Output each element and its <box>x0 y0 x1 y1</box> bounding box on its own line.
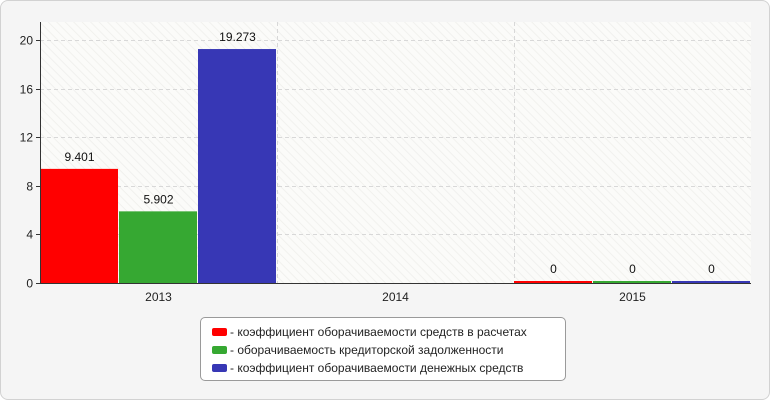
legend-swatch-red <box>212 328 227 336</box>
legend-item: - коэффициент оборачиваемости средств в … <box>212 323 565 341</box>
y-tick-label: 16 <box>20 83 34 97</box>
bar <box>198 49 276 283</box>
x-tick-label: 2013 <box>145 290 172 304</box>
data-label: 9.401 <box>64 150 94 164</box>
legend-label: - коэффициент оборачиваемости денежных с… <box>230 361 524 375</box>
y-tick-label: 12 <box>20 131 34 145</box>
x-tick-label: 2015 <box>619 290 646 304</box>
legend-label: - оборачиваемость кредиторской задолженн… <box>230 343 504 357</box>
legend: - коэффициент оборачиваемости средств в … <box>200 317 566 381</box>
data-label: 0 <box>708 262 715 276</box>
legend-swatch-green <box>212 346 227 354</box>
bar <box>119 211 197 283</box>
grid-lines <box>40 22 751 283</box>
data-label: 0 <box>629 262 636 276</box>
bar <box>672 281 750 283</box>
legend-item: - оборачиваемость кредиторской задолженн… <box>212 341 565 359</box>
bar <box>593 281 671 283</box>
y-tick-label: 8 <box>26 180 33 194</box>
bar <box>40 168 118 283</box>
y-tick-label: 20 <box>20 34 34 48</box>
data-labels: 9.401 0 5.902 0 19.273 0 <box>64 30 715 276</box>
bars <box>40 49 750 283</box>
y-tick-label: 0 <box>26 277 33 291</box>
axes: 0 4 8 12 16 20 2013 2014 2015 <box>20 22 751 304</box>
legend-label: - коэффициент оборачиваемости средств в … <box>230 325 527 339</box>
legend-item: - коэффициент оборачиваемости денежных с… <box>212 359 565 377</box>
data-label: 0 <box>550 262 557 276</box>
data-label: 5.902 <box>143 192 173 206</box>
y-tick-label: 4 <box>26 228 33 242</box>
bar <box>514 281 592 283</box>
data-label: 19.273 <box>219 30 256 44</box>
x-tick-label: 2014 <box>382 290 409 304</box>
legend-swatch-blue <box>212 364 227 372</box>
